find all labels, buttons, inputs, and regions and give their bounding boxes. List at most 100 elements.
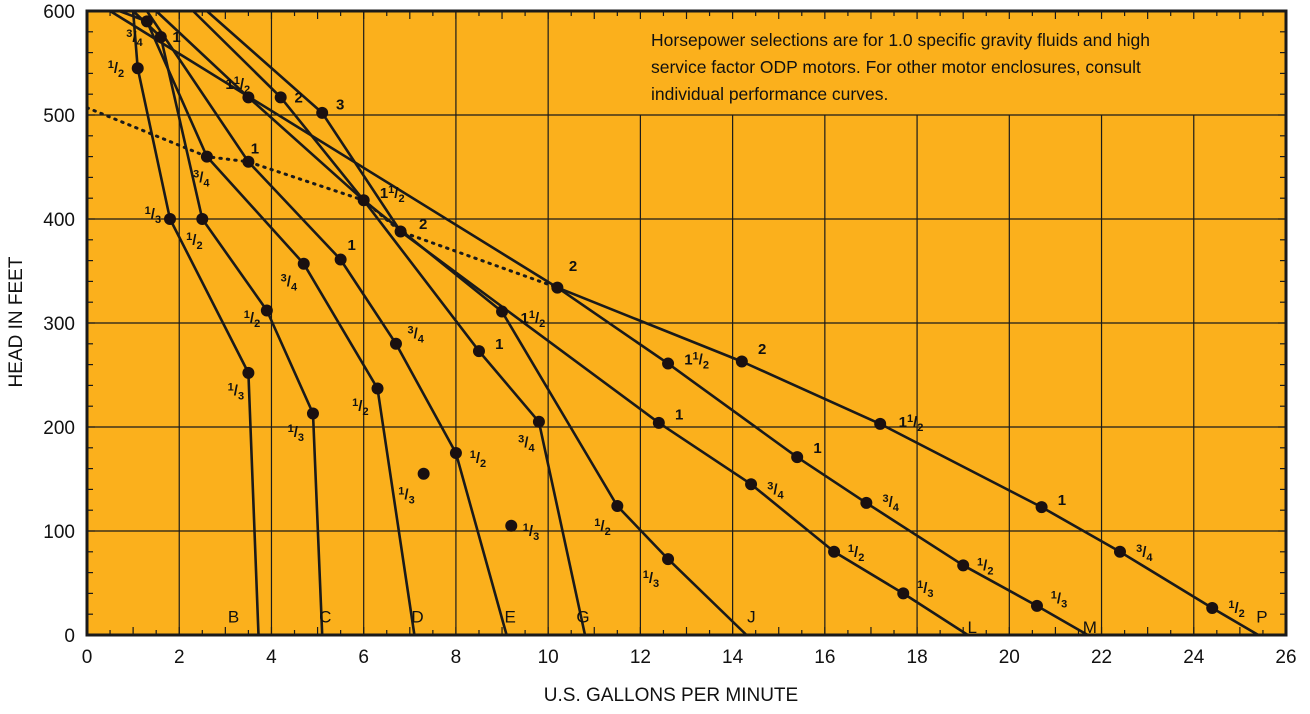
hp-label: 1/2 [108,59,124,80]
hp-label: 1 [813,440,821,457]
hp-label: 11/2 [380,184,405,205]
curve-e [145,10,508,636]
hp-label: 1/2 [244,309,260,330]
hp-label: 1/2 [594,517,610,538]
hp-point [662,357,675,370]
y-axis-title: HEAD IN FEET [6,256,27,387]
curve-name-l: L [968,618,977,637]
curve-name-c: C [319,608,331,627]
hp-point [1113,545,1126,558]
hp-label: 2 [569,258,577,275]
hp-point [652,416,665,429]
hp-point [449,447,462,459]
hp-point [828,545,841,558]
hp-point [131,62,144,75]
hp-label: 1 [495,336,503,353]
hp-point [1030,599,1043,612]
hp-label: 1/3 [228,382,244,403]
hp-point [745,478,758,491]
hp-point [371,382,384,395]
hp-point [662,553,675,566]
hp-point [860,496,873,509]
hp-point [297,257,310,270]
curve-name-p: P [1256,608,1267,627]
x-tick-label: 26 [1275,647,1296,668]
x-tick-label: 10 [538,647,559,668]
hp-point [496,305,509,318]
hp-label: 1/2 [186,231,202,252]
hp-label: 3 [336,97,344,114]
hp-label: 3/4 [408,324,425,345]
x-tick-label: 2 [174,647,185,668]
hp-label: 1/3 [643,569,659,590]
x-tick-label: 0 [82,647,93,668]
curve-g [155,10,587,636]
hp-point [1035,501,1048,514]
hp-label: 1 [675,407,683,424]
y-tick-label: 200 [43,418,75,439]
hp-point [306,407,319,420]
annotation-note: Horsepower selections are for 1.0 specif… [651,30,1150,104]
hp-point [532,415,545,428]
hp-label: 1/2 [352,397,368,418]
hp-label: 3/4 [126,28,143,49]
curve-names: B C D E G JL MP [228,608,1268,637]
axis-tick-labels: 0 2 4 6 8 10 12 14 16 18 20 22 24 2601002003004005006… [43,2,1296,668]
curve-name-g: G [576,608,589,627]
hp-label: 11/2 [520,309,545,330]
hp-label: 2 [419,216,427,233]
curve-name-m: M [1083,618,1097,637]
y-tick-label: 500 [43,106,75,127]
hp-point [1206,601,1219,614]
curve-name-j: J [747,608,756,627]
hp-label: 1/3 [523,522,539,543]
curve-l [206,10,969,637]
x-tick-label: 16 [814,647,835,668]
hp-point [334,253,347,266]
note-line-2: service factor ODP motors. For other mot… [651,57,1141,77]
y-tick-label: 400 [43,210,75,231]
hp-points [131,15,1219,614]
hp-label: 1 [172,29,180,46]
hp-label: 3/4 [518,434,535,455]
hp-point [897,587,910,600]
y-tick-label: 0 [64,626,75,647]
x-tick-label: 18 [907,647,928,668]
hp-point [274,91,287,104]
x-tick-label: 14 [722,647,744,668]
hp-point [791,451,804,464]
curve-name-e: E [505,608,516,627]
x-tick-label: 12 [630,647,651,668]
hp-point [242,366,255,379]
hp-label: 1/2 [977,556,993,577]
hp-label: 1/2 [1228,599,1244,620]
hp-point [140,15,153,28]
hp-label: 3/4 [281,272,298,293]
plot-frame [85,9,1288,637]
hp-point [394,225,407,238]
grid-lines [87,11,1286,635]
hp-point [154,31,167,43]
hp-label: 1 [251,140,259,157]
hp-point [611,500,624,513]
hp-point [417,467,430,480]
hp-label: 1/2 [848,543,864,564]
hp-point [316,106,329,119]
hp-point [472,345,485,358]
y-tick-label: 300 [43,314,75,335]
hp-point [957,559,970,572]
hp-label: 11/2 [684,350,709,371]
curve-c [132,10,324,636]
hp-label: 1/3 [398,486,414,507]
dotted-boundary [85,106,559,290]
curve-name-b: B [228,608,239,627]
hp-label: 1/3 [917,579,933,600]
hp-point [389,337,402,350]
hp-point [242,91,255,104]
hp-point [260,304,273,317]
hp-label: 1 [348,237,356,254]
hp-label: 1/3 [288,423,304,444]
hp-point [735,355,748,368]
